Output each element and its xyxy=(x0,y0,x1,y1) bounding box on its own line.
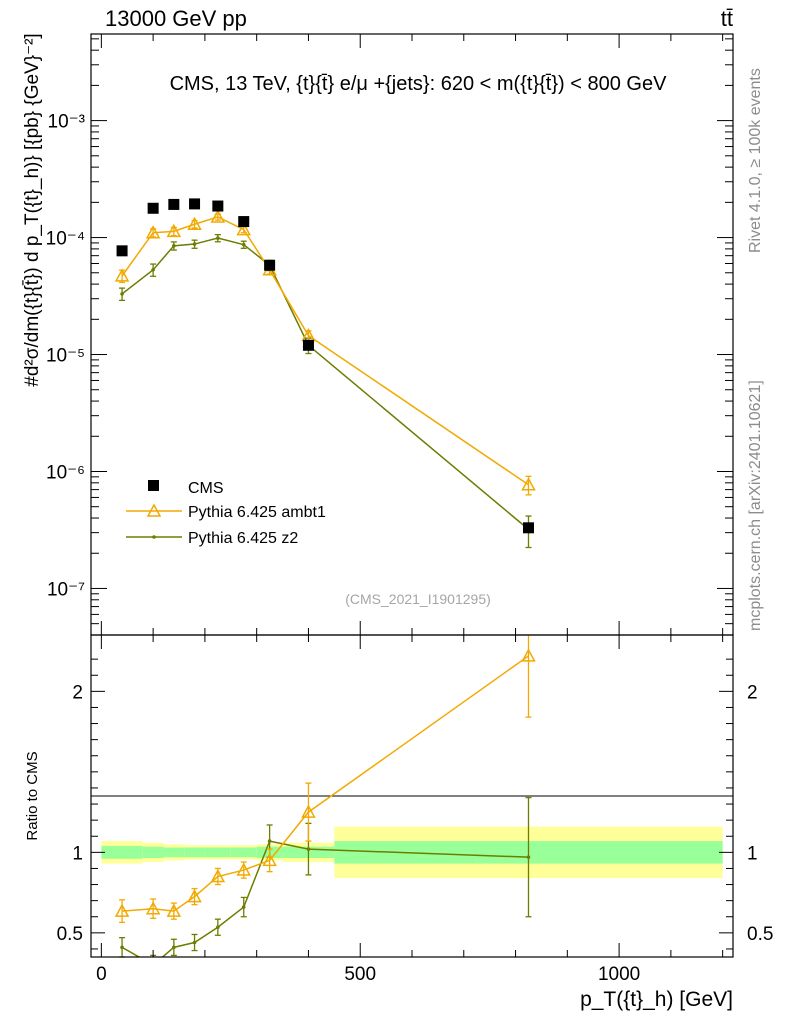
process-label: tt̄ xyxy=(721,6,733,31)
ambt1-line xyxy=(121,216,529,486)
ambt1-point xyxy=(187,216,202,230)
ambt1-point xyxy=(114,268,130,282)
ratio-y-tick-label-right: 0.5 xyxy=(747,924,773,945)
energy-label: 13000 GeV pp xyxy=(105,6,247,31)
ratio-z2-point xyxy=(192,940,197,945)
rivet-label: Rivet 4.1.0, ≥ 100k events xyxy=(747,68,764,253)
cms-data-point xyxy=(212,200,224,212)
ratio-x-tick-label: 1000 xyxy=(598,964,640,985)
ratio-ambt1-point xyxy=(236,862,251,876)
ratio-stat-band xyxy=(142,846,164,858)
legend-z2-marker xyxy=(152,535,156,539)
z2-point xyxy=(241,242,246,247)
ratio-y-tick-label: 2 xyxy=(72,682,83,703)
ratio-ambt1-point xyxy=(262,852,277,867)
ratio-x-tick-label: 500 xyxy=(344,964,376,985)
ratio-z2-point xyxy=(267,839,272,843)
ratio-y-tick-label: 1 xyxy=(72,843,83,864)
cms-data-point xyxy=(238,216,250,228)
x-axis-label: p_T({t}_h) [GeV] xyxy=(580,988,733,1011)
analysis-watermark: (CMS_2021_I1901295) xyxy=(345,591,491,607)
legend-ambt1-label: Pythia 6.425 ambt1 xyxy=(188,504,326,521)
z2-point xyxy=(172,244,176,248)
ratio-stat-band xyxy=(101,845,143,859)
ratio-y-ticks: 0.5 0.5 1 1 2 2 xyxy=(57,658,773,950)
z2-point xyxy=(151,268,155,272)
main-y-tick-label: 10⁻⁴ xyxy=(46,229,85,250)
ratio-x-ticks: 0 500 1000 xyxy=(96,635,724,985)
ratio-ambt1-point xyxy=(145,901,161,915)
ratio-x-tick-label: 0 xyxy=(96,964,107,985)
ratio-z2-point xyxy=(172,945,176,950)
main-panel: CMS, 13 TeV, {t}{t̄} e/μ +{jets}: 620 < … xyxy=(22,33,734,636)
main-y-ticks: 10⁻⁷ 10⁻⁶ 10⁻⁵ 10⁻⁴ 10⁻³ xyxy=(46,38,733,636)
main-x-ticks xyxy=(100,34,724,635)
cms-data-point xyxy=(116,245,128,257)
z2-point xyxy=(120,292,124,296)
cms-data-point xyxy=(168,198,180,210)
main-y-tick-label: 10⁻⁵ xyxy=(46,346,85,367)
mcplots-label: mcplots.cern.ch [arXiv:2401.10621] xyxy=(747,380,764,631)
ratio-z2-point xyxy=(306,847,311,851)
ambt1-point xyxy=(236,222,251,236)
cms-data-point xyxy=(264,259,276,271)
ratio-y-tick-label-right: 2 xyxy=(747,682,758,703)
ambt1-point xyxy=(166,223,182,238)
cms-data-point xyxy=(189,198,201,210)
ratio-ambt1-point xyxy=(521,648,536,662)
main-y-tick-label: 10⁻⁶ xyxy=(46,462,85,483)
main-y-tick-label: 10⁻⁷ xyxy=(47,579,85,600)
ratio-z2-point xyxy=(216,925,220,930)
cms-data-point xyxy=(522,522,534,534)
ratio-stat-band xyxy=(184,847,205,858)
ratio-panel: Ratio to CMS 0.5 0.5 1 1 2 2 0 500 1000 p_T({t}… xyxy=(24,634,773,1011)
z2-point xyxy=(216,236,220,240)
ratio-stat-band xyxy=(163,847,185,858)
ratio-stat-band xyxy=(230,847,257,858)
legend-cms-marker xyxy=(148,480,159,491)
cms-data-point xyxy=(147,202,159,214)
legend-ambt1-marker xyxy=(146,503,162,517)
main-series xyxy=(114,198,536,549)
main-y-tick-label: 10⁻³ xyxy=(48,112,86,133)
legend-z2-label: Pythia 6.425 z2 xyxy=(188,530,298,547)
ratio-ambt1-point xyxy=(187,889,202,903)
ambt1-point xyxy=(521,477,536,491)
ratio-z2-point xyxy=(241,905,246,909)
z2-line xyxy=(121,237,529,530)
main-title: CMS, 13 TeV, {t}{t̄} e/μ +{jets}: 620 < … xyxy=(170,73,668,95)
ambt1-point xyxy=(210,209,226,223)
ratio-z2-point xyxy=(120,945,124,950)
ratio-ambt1-point xyxy=(210,868,226,883)
ratio-y-tick-label: 0.5 xyxy=(57,924,83,945)
main-y-axis-label: #d²σ/dm({t}{t̄}) d p_T({t}_h)} [{pb} {Ge… xyxy=(22,33,43,386)
z2-point xyxy=(192,242,197,246)
legend: CMS Pythia 6.425 ambt1 Pythia 6.425 z2 xyxy=(126,480,326,547)
ratio-ambt1-point xyxy=(166,903,182,917)
ambt1-point xyxy=(145,225,161,239)
ratio-y-tick-label-right: 1 xyxy=(747,843,758,864)
ratio-z2-point xyxy=(526,855,531,859)
ratio-y-axis-label: Ratio to CMS xyxy=(24,751,41,840)
cms-data-point xyxy=(302,339,314,351)
legend-cms-label: CMS xyxy=(188,480,224,497)
ratio-stat-band xyxy=(204,847,231,858)
ratio-series xyxy=(114,635,536,958)
ratio-ambt1-point xyxy=(301,804,316,818)
ratio-ambt1-point xyxy=(114,903,130,917)
